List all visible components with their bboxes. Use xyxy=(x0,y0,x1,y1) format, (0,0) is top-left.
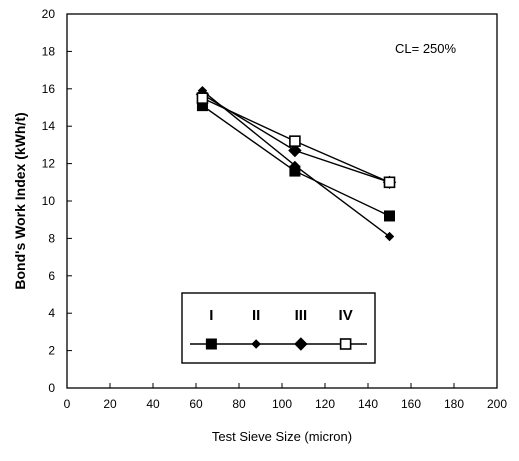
legend-marker-i xyxy=(205,338,217,350)
legend-box xyxy=(181,292,376,364)
y-tick-label: 16 xyxy=(42,82,56,96)
data-point xyxy=(289,135,301,147)
x-tick-label: 200 xyxy=(487,397,507,411)
data-point xyxy=(288,143,302,158)
y-tick-label: 2 xyxy=(48,344,55,358)
series-iv xyxy=(196,92,396,189)
data-point xyxy=(290,160,300,171)
x-tick-label: 100 xyxy=(272,397,292,411)
y-axis-label: Bond's Work Index (kWh/t) xyxy=(12,112,28,289)
y-tick-label: 6 xyxy=(48,269,55,283)
y-tick-label: 0 xyxy=(48,381,55,395)
data-point xyxy=(384,210,395,222)
legend-label-iii: III xyxy=(295,307,308,324)
legend-marker-iii xyxy=(294,337,308,351)
data-point xyxy=(384,231,395,242)
series-layer xyxy=(195,85,397,242)
legend-marker-ii xyxy=(251,339,261,349)
legend-marker-iv xyxy=(339,338,352,350)
legend-label-ii: II xyxy=(252,307,260,324)
data-point xyxy=(196,92,209,104)
x-tick-label: 80 xyxy=(232,397,246,411)
y-tick-label: 10 xyxy=(42,194,56,208)
series-line xyxy=(202,105,390,217)
x-axis-label: Test Sieve Size (micron) xyxy=(212,429,352,444)
x-tick-label: 160 xyxy=(401,397,421,411)
y-tick-label: 18 xyxy=(42,44,56,58)
x-tick-label: 140 xyxy=(358,397,378,411)
legend-label-iv: IV xyxy=(339,307,353,324)
x-tick-label: 60 xyxy=(189,397,203,411)
x-tick-label: 40 xyxy=(146,397,160,411)
legend-label-i: I xyxy=(209,307,213,324)
x-tick-label: 0 xyxy=(64,397,71,411)
y-tick-label: 8 xyxy=(48,231,55,245)
annotation: CL= 250% xyxy=(395,41,457,56)
data-point xyxy=(383,176,396,189)
x-tick-label: 20 xyxy=(103,397,117,411)
y-axis-ticks: 0 2 4 6 8 10 12 14 16 18 20 xyxy=(42,7,72,395)
y-tick-label: 20 xyxy=(42,7,56,21)
x-tick-label: 120 xyxy=(315,397,335,411)
x-axis-ticks: 0 20 40 60 80 100 120 140 160 180 200 xyxy=(64,383,507,411)
legend: I II III IV xyxy=(181,292,376,364)
y-tick-label: 14 xyxy=(42,119,56,133)
y-tick-label: 4 xyxy=(48,306,55,320)
series-i xyxy=(196,100,395,222)
x-tick-label: 180 xyxy=(444,397,464,411)
y-tick-label: 12 xyxy=(42,157,56,171)
